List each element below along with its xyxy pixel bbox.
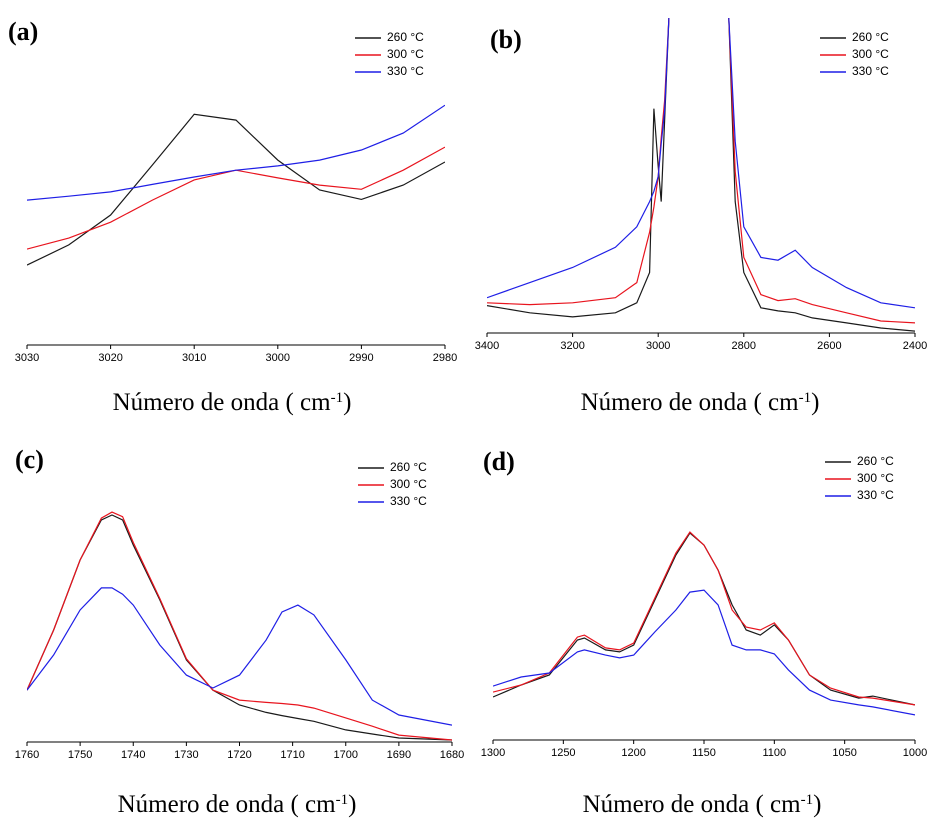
x-tick-label: 1710 <box>280 749 304 761</box>
x-tick-label: 3000 <box>266 352 290 364</box>
data-line <box>27 104 445 201</box>
legend-label: 330 °C <box>852 64 889 78</box>
x-axis-title-part: Número de onda ( cm <box>581 389 800 416</box>
x-axis-title: Número de onda ( cm-1) <box>583 791 822 818</box>
data-line <box>493 532 915 706</box>
x-axis-title-part: -1 <box>801 792 814 808</box>
legend-label: 300 °C <box>390 477 427 491</box>
x-axis-title-part: ) <box>813 791 821 818</box>
panel-label: (c) <box>15 445 44 474</box>
panel-label: (d) <box>483 447 515 476</box>
x-tick-label: 1250 <box>551 747 575 759</box>
panel: (b) 3400 3200 3000 2800 2600 2400 Número de ond… <box>475 17 927 416</box>
x-tick-label: 1050 <box>832 747 856 759</box>
x-tick-label: 2990 <box>349 352 373 364</box>
data-line <box>27 514 452 741</box>
panel-label: (b) <box>490 25 522 54</box>
legend-label: 300 °C <box>852 47 889 61</box>
legend-label: 260 °C <box>387 30 424 44</box>
x-tick-label: 3400 <box>475 340 499 352</box>
x-tick-label: 1720 <box>227 749 251 761</box>
data-line <box>27 587 452 726</box>
x-axis-title-part: ) <box>348 791 356 818</box>
legend-label: 300 °C <box>857 471 894 485</box>
panel: (a) 3030 3020 3010 3000 2990 2980 Número de ond… <box>8 17 457 416</box>
x-tick-label: 1700 <box>334 749 358 761</box>
x-tick-label: 1680 <box>440 749 464 761</box>
legend-label: 330 °C <box>387 64 424 78</box>
data-line <box>493 589 915 716</box>
x-tick-label: 1000 <box>903 747 927 759</box>
legend-label: 330 °C <box>390 494 427 508</box>
legend-label: 260 °C <box>857 454 894 468</box>
x-tick-label: 2400 <box>903 340 927 352</box>
legend-label: 260 °C <box>852 30 889 44</box>
x-axis-title-part: Número de onda ( cm <box>113 389 332 416</box>
data-line <box>487 17 915 309</box>
x-tick-label: 1690 <box>387 749 411 761</box>
x-tick-label: 3030 <box>15 352 39 364</box>
x-tick-label: 1100 <box>763 747 787 759</box>
x-axis-title: Número de onda ( cm-1) <box>581 389 820 416</box>
x-axis-title-part: -1 <box>799 390 812 406</box>
x-tick-label: 3200 <box>560 340 584 352</box>
x-axis-title-part: ) <box>343 389 351 416</box>
x-tick-label: 3010 <box>182 352 206 364</box>
x-axis-title-part: Número de onda ( cm <box>583 791 802 818</box>
x-tick-label: 2980 <box>433 352 457 364</box>
panel: (d) 1300 1250 1200 1150 1100 1050 1000 Número de… <box>481 447 927 818</box>
x-tick-label: 1760 <box>15 749 39 761</box>
x-tick-label: 2800 <box>732 340 756 352</box>
x-axis-title: Número de onda ( cm-1) <box>113 389 352 416</box>
x-axis-title-part: -1 <box>336 792 349 808</box>
x-tick-label: 3020 <box>98 352 122 364</box>
legend-label: 300 °C <box>387 47 424 61</box>
panel: (c) 1760 1750 1740 1730 1720 1710 1700 1690 1680 N… <box>15 445 464 818</box>
x-axis-title-part: ) <box>811 389 819 416</box>
panel-label: (a) <box>8 17 38 46</box>
x-tick-label: 2600 <box>817 340 841 352</box>
data-line <box>27 511 452 741</box>
x-axis-title-part: -1 <box>331 390 344 406</box>
data-line <box>27 146 445 250</box>
x-tick-label: 1200 <box>621 747 645 759</box>
x-tick-label: 1150 <box>692 747 716 759</box>
x-tick-label: 3000 <box>646 340 670 352</box>
x-tick-label: 1730 <box>174 749 198 761</box>
data-line <box>27 113 445 266</box>
legend-label: 330 °C <box>857 488 894 502</box>
x-tick-label: 1750 <box>68 749 92 761</box>
legend-label: 260 °C <box>390 460 427 474</box>
data-line <box>493 531 915 706</box>
data-line <box>487 17 915 324</box>
x-tick-label: 1740 <box>121 749 145 761</box>
data-line <box>487 17 915 332</box>
x-axis-title: Número de onda ( cm-1) <box>118 791 357 818</box>
x-axis-title-part: Número de onda ( cm <box>118 791 337 818</box>
x-tick-label: 1300 <box>481 747 505 759</box>
